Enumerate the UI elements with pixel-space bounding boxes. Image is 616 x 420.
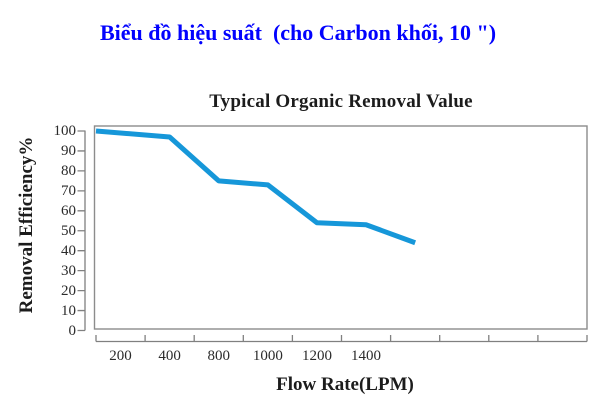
y-tick-label: 0 (68, 322, 77, 339)
y-tick-label: 20 (61, 282, 76, 299)
x-axis-title: Flow Rate(LPM) (276, 374, 414, 395)
y-tick-label: 30 (61, 262, 76, 279)
y-tick-label: 10 (61, 302, 76, 319)
y-tick-label: 50 (61, 222, 76, 239)
y-tick-label: 60 (61, 202, 76, 219)
y-tick-label: 80 (61, 162, 76, 179)
x-tick-label: 400 (158, 348, 181, 364)
series-line (95, 128, 417, 246)
y-tick-label: 40 (61, 242, 76, 259)
x-axis (95, 335, 588, 343)
x-tick-label: 200 (109, 348, 132, 364)
x-tick-label: 800 (207, 348, 231, 364)
y-axis (77, 130, 86, 332)
x-tick-label: 1400 (351, 348, 382, 364)
chart-title: Typical Organic Removal Value (209, 91, 473, 112)
plot-area-border (93, 125, 588, 330)
x-tick-label: 1000 (252, 348, 283, 364)
efficiency-line (95, 128, 417, 246)
y-tick-label: 100 (53, 123, 77, 139)
x-tick-label: 1200 (301, 348, 332, 364)
page-heading: Biểu đồ hiệu suất (cho Carbon khối, 10 "… (99, 20, 497, 45)
y-tick-label: 90 (61, 142, 76, 159)
y-tick-label: 70 (61, 182, 76, 199)
